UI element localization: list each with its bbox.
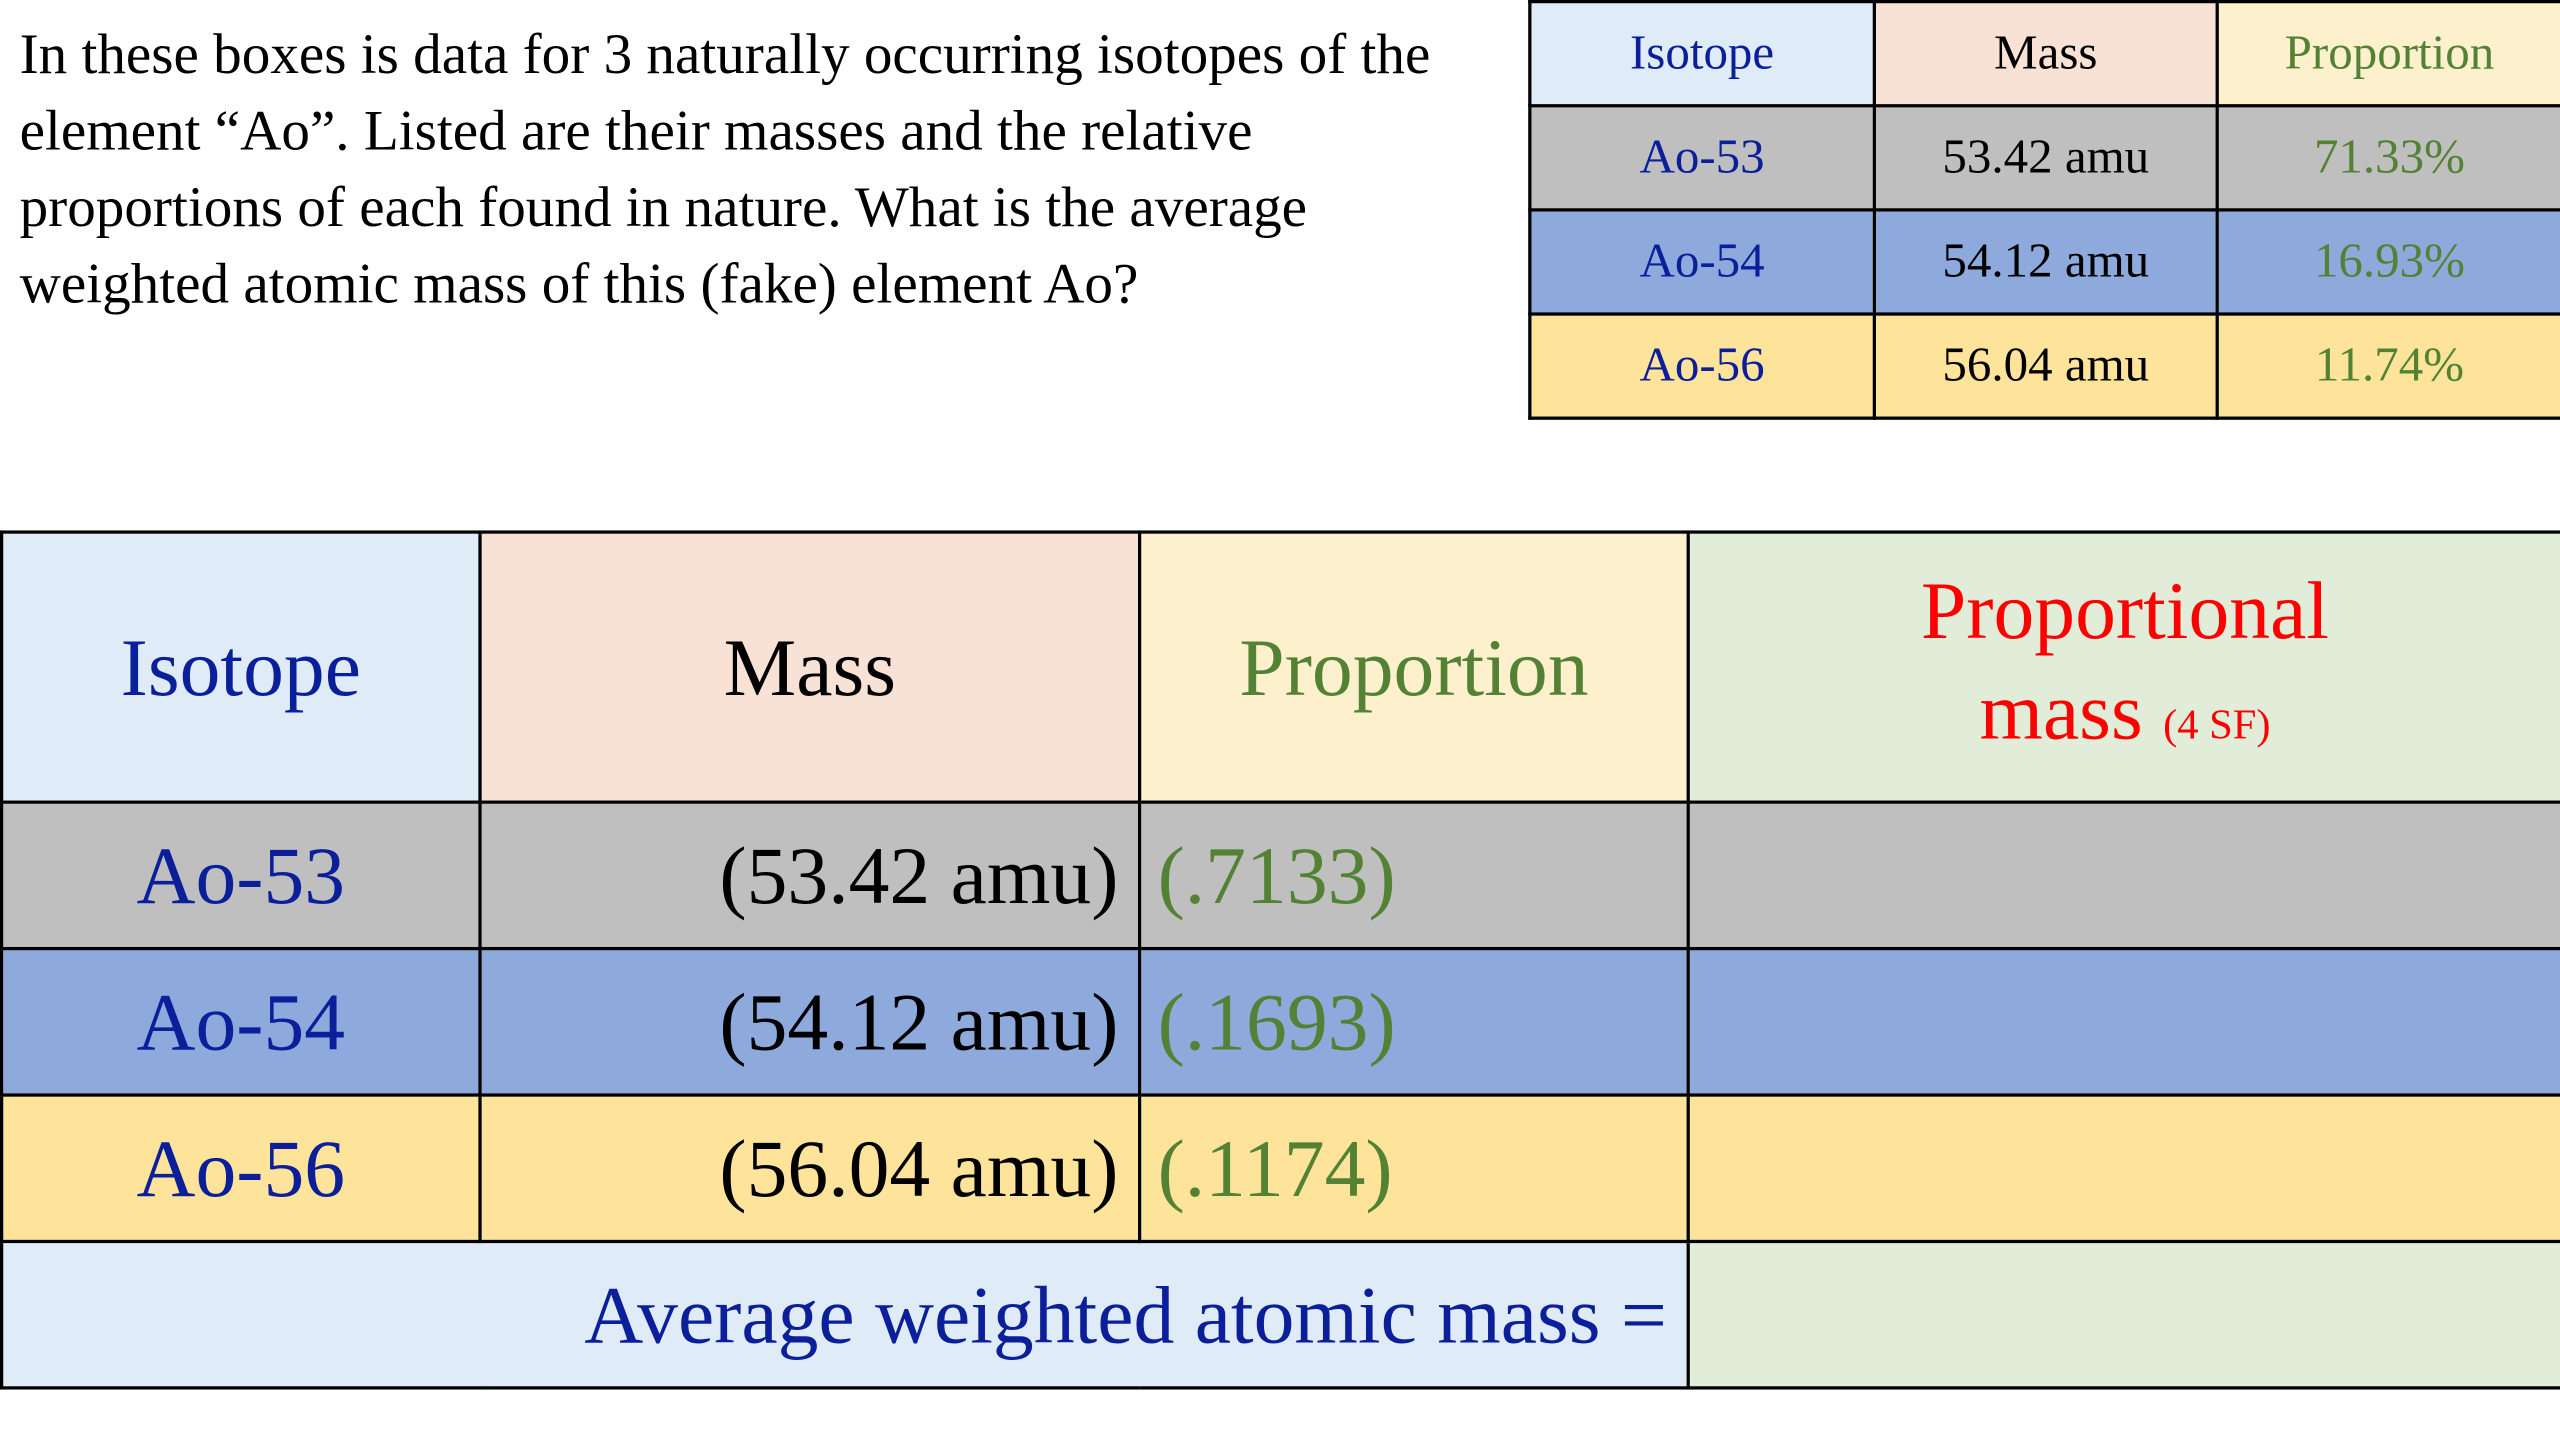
worksheet-proportion-cell: (.1174) xyxy=(1137,1093,1690,1244)
data-isotope-cell: Ao-54 xyxy=(1528,208,1876,316)
worksheet-mass-cell: (53.42 amu) xyxy=(478,800,1142,951)
worksheet-header-proportional-mass: Proportional mass (4 SF) xyxy=(1686,530,2560,804)
significant-figures-note: (4 SF) xyxy=(2163,700,2271,748)
proportional-mass-subtitle: mass xyxy=(1979,664,2143,756)
worksheet-mass-cell: (54.12 amu) xyxy=(478,946,1142,1097)
worksheet-header-row: Isotope Mass Proportion Proportional mas… xyxy=(0,530,2560,804)
data-proportion-cell: 11.74% xyxy=(2215,312,2560,420)
data-table-row: Ao-56 56.04 amu 11.74% xyxy=(1528,312,2560,420)
data-table-row: Ao-54 54.12 amu 16.93% xyxy=(1528,208,2560,316)
worksheet-row: Ao-53 (53.42 amu) (.7133) xyxy=(0,800,2560,951)
question-prompt: In these boxes is data for 3 naturally o… xyxy=(19,22,1431,316)
data-header-isotope: Isotope xyxy=(1528,0,1876,108)
worksheet-row: Ao-56 (56.04 amu) (.1174) xyxy=(0,1093,2560,1244)
isotope-data-table: Isotope Mass Proportion Ao-53 53.42 amu … xyxy=(1528,0,2560,420)
data-header-mass: Mass xyxy=(1872,0,2219,108)
proportional-mass-answer-cell[interactable] xyxy=(1686,946,2560,1097)
data-mass-cell: 53.42 amu xyxy=(1872,104,2219,212)
worksheet-header-mass: Mass xyxy=(478,530,1142,804)
average-weighted-mass-answer-cell[interactable] xyxy=(1686,1239,2560,1390)
worksheet-total-row: Average weighted atomic mass = xyxy=(0,1239,2560,1390)
data-table-header-row: Isotope Mass Proportion xyxy=(1528,0,2560,108)
data-proportion-cell: 16.93% xyxy=(2215,208,2560,316)
data-proportion-cell: 71.33% xyxy=(2215,104,2560,212)
worksheet-header-isotope: Isotope xyxy=(0,530,482,804)
worksheet-mass-cell: (56.04 amu) xyxy=(478,1093,1142,1244)
data-isotope-cell: Ao-53 xyxy=(1528,104,1876,212)
worksheet-proportion-cell: (.7133) xyxy=(1137,800,1690,951)
proportional-mass-title: Proportional xyxy=(1920,563,2330,655)
data-mass-cell: 56.04 amu xyxy=(1872,312,2219,420)
worksheet-proportion-cell: (.1693) xyxy=(1137,946,1690,1097)
data-table-row: Ao-53 53.42 amu 71.33% xyxy=(1528,104,2560,212)
worksheet-isotope-cell: Ao-56 xyxy=(0,1093,482,1244)
average-weighted-mass-label: Average weighted atomic mass = xyxy=(0,1239,1690,1390)
worksheet-isotope-cell: Ao-54 xyxy=(0,946,482,1097)
data-mass-cell: 54.12 amu xyxy=(1872,208,2219,316)
calculation-worksheet-table: Isotope Mass Proportion Proportional mas… xyxy=(0,530,2560,1390)
worksheet-isotope-cell: Ao-53 xyxy=(0,800,482,951)
proportional-mass-answer-cell[interactable] xyxy=(1686,1093,2560,1244)
worksheet-row: Ao-54 (54.12 amu) (.1693) xyxy=(0,946,2560,1097)
worksheet-header-proportion: Proportion xyxy=(1137,530,1690,804)
proportional-mass-answer-cell[interactable] xyxy=(1686,800,2560,951)
data-header-proportion: Proportion xyxy=(2215,0,2560,108)
data-isotope-cell: Ao-56 xyxy=(1528,312,1876,420)
